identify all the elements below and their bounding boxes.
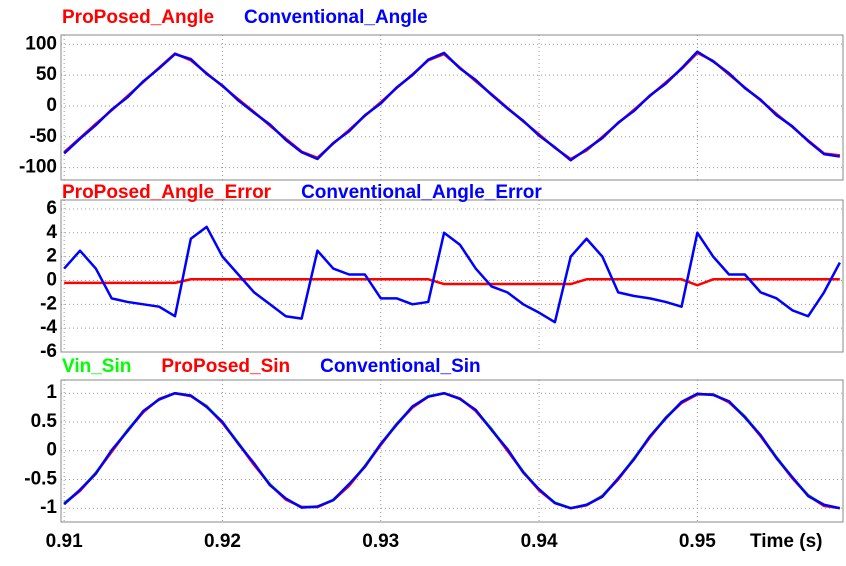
y-tick-label: 4 bbox=[46, 222, 57, 243]
plot-frame bbox=[60, 379, 844, 523]
y-tick-label: -100 bbox=[19, 157, 57, 178]
y-tick-label: 0 bbox=[46, 440, 57, 461]
plot-frame bbox=[60, 199, 844, 353]
series-line bbox=[64, 278, 840, 287]
y-tick-label: -50 bbox=[30, 126, 57, 147]
legend-entry: ProPosed_Sin bbox=[161, 356, 290, 377]
y-tick-label: 2 bbox=[46, 246, 57, 267]
series-line bbox=[63, 391, 841, 510]
series-line bbox=[63, 391, 841, 510]
x-tick-label: 0.95 bbox=[679, 531, 716, 552]
y-tick-label: 0 bbox=[46, 95, 57, 116]
series-line bbox=[63, 50, 841, 162]
x-tick-label: 0.94 bbox=[521, 531, 558, 552]
legend-entry: Vin_Sin bbox=[62, 356, 131, 377]
series-line bbox=[63, 225, 841, 324]
series-line bbox=[63, 391, 841, 510]
y-tick-label: 100 bbox=[25, 33, 57, 54]
y-tick-label: 50 bbox=[36, 64, 57, 85]
legend-entry: ProPosed_Angle_Error bbox=[62, 182, 272, 203]
y-tick-label: 6 bbox=[46, 198, 57, 219]
y-tick-label: -4 bbox=[40, 317, 57, 338]
plot-frame bbox=[60, 34, 844, 181]
y-tick-label: -0.5 bbox=[24, 468, 57, 489]
y-tick-label: 0.5 bbox=[31, 411, 58, 432]
y-tick-label: -2 bbox=[40, 293, 57, 314]
legend-entry: Conventional_Sin bbox=[320, 356, 480, 377]
y-tick-label: 1 bbox=[46, 382, 57, 403]
legend-entry: Conventional_Angle bbox=[244, 7, 428, 28]
y-tick-label: -6 bbox=[40, 341, 57, 362]
legend-entry: Conventional_Angle_Error bbox=[301, 182, 542, 203]
legend-entry: ProPosed_Angle bbox=[62, 7, 214, 28]
x-tick-label: 0.92 bbox=[204, 531, 241, 552]
y-tick-label: -1 bbox=[40, 497, 57, 518]
x-tick-label: 0.91 bbox=[46, 531, 83, 552]
x-axis-label: Time (s) bbox=[750, 531, 823, 552]
y-tick-label: 0 bbox=[46, 269, 57, 290]
x-tick-label: 0.93 bbox=[362, 531, 399, 552]
